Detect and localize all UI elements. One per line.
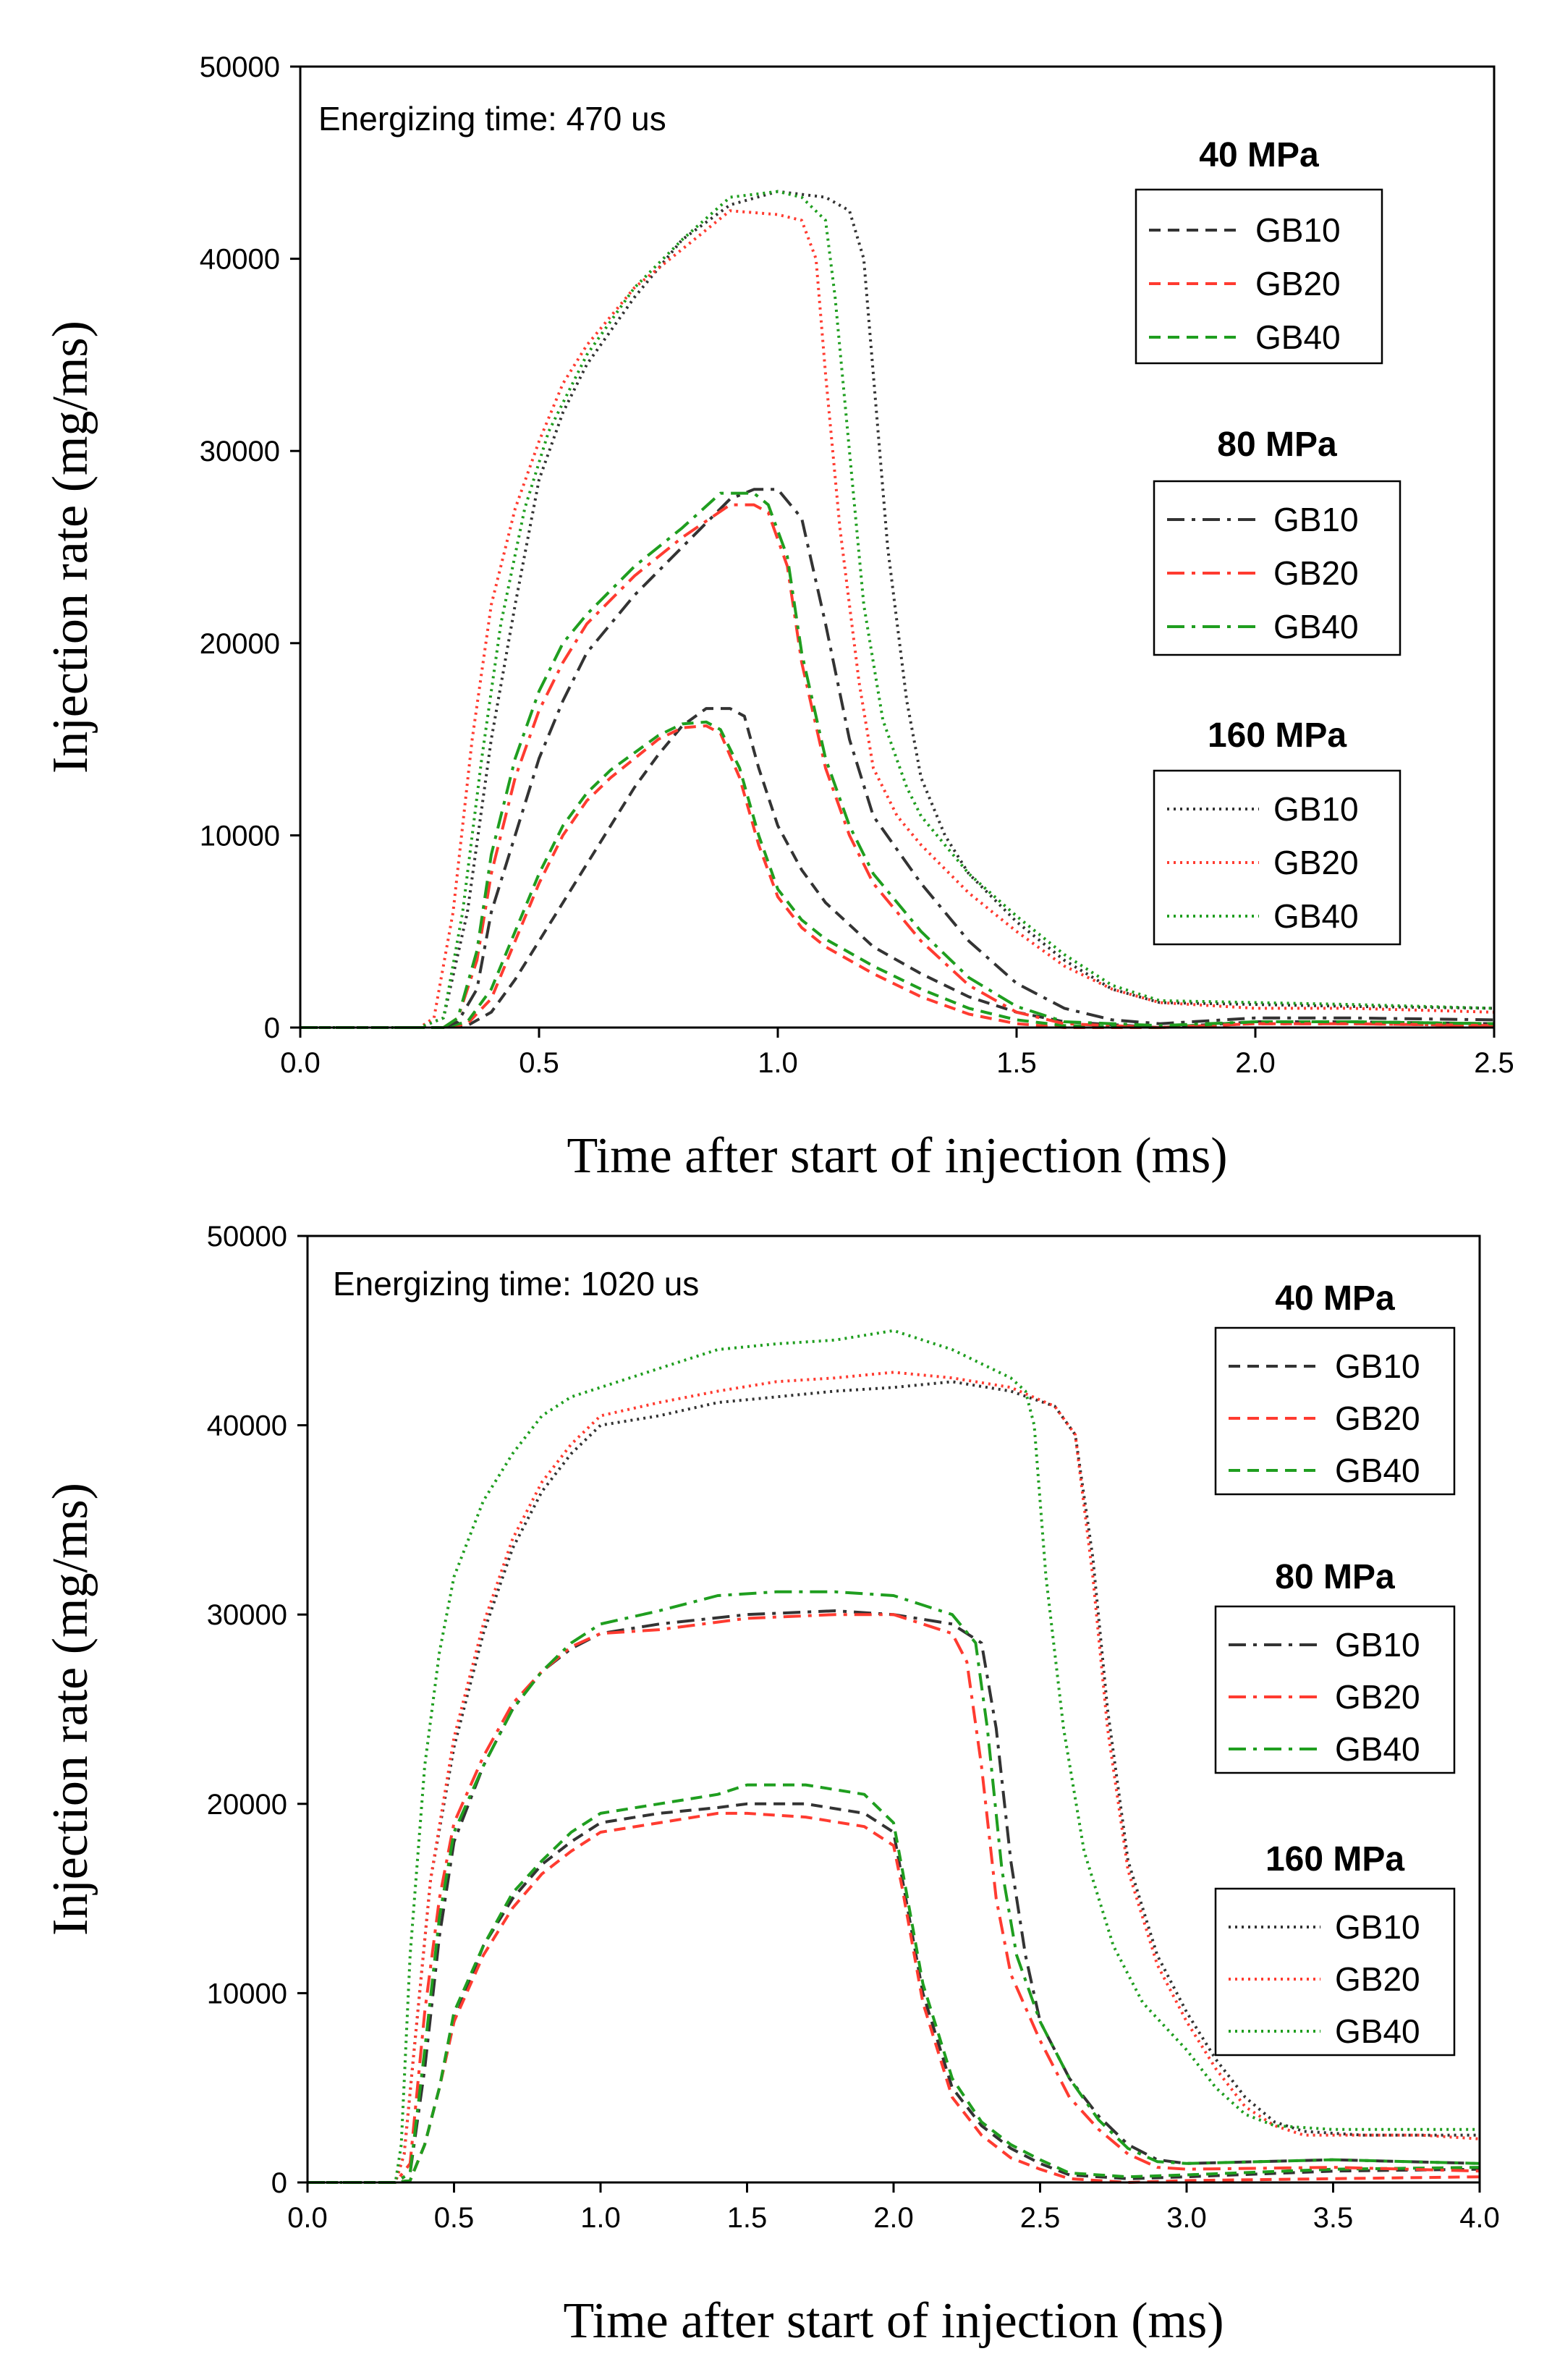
legend-label: GB40: [1335, 1730, 1420, 1768]
x-tick-label: 2.0: [1235, 1047, 1276, 1079]
legend-label: GB20: [1335, 1960, 1420, 1998]
legend-label: GB20: [1335, 1678, 1420, 1716]
y-tick-label: 30000: [207, 1599, 287, 1631]
legend-label: GB20: [1273, 844, 1359, 881]
x-tick-label: 1.5: [996, 1047, 1037, 1079]
x-tick-label: 2.5: [1474, 1047, 1514, 1079]
legend-40-mpa: 40 MPa GB10 GB20 GB40: [1135, 136, 1383, 365]
y-tick-label: 0: [264, 1012, 280, 1044]
legend-label: GB10: [1335, 1626, 1420, 1664]
y-tick-label: 50000: [200, 51, 280, 83]
x-tick-label: 0.5: [434, 2202, 475, 2234]
legend-label: GB20: [1255, 265, 1341, 302]
legend-title: 80 MPa: [1217, 425, 1337, 464]
series-160-mpa-gb10-line: [308, 1380, 1480, 2184]
energizing-time-annotation: Energizing time: 1020 us: [333, 1265, 699, 1303]
x-tick-label: 0.0: [280, 1047, 321, 1079]
y-tick-label: 10000: [207, 1978, 287, 2010]
series-80-mpa-gb10-line: [308, 1609, 1480, 2184]
series-40-mpa-gb20-line: [300, 724, 1495, 1029]
legend-label: GB20: [1273, 554, 1359, 592]
x-tick-label: 2.5: [1020, 2202, 1061, 2234]
series-80-mpa-gb20-line: [300, 503, 1495, 1029]
y-tick-label: 20000: [200, 628, 280, 660]
x-tick-label: 2.0: [873, 2202, 914, 2234]
legend-label: GB40: [1273, 608, 1359, 645]
legend-label: GB10: [1255, 211, 1341, 249]
legend-160-mpa: 160 MPa GB10 GB20 GB40: [1153, 716, 1402, 946]
series-160-mpa-gb20-line: [308, 1371, 1480, 2184]
legend-label: GB20: [1335, 1399, 1420, 1437]
series-80-mpa-gb20-line: [308, 1613, 1480, 2184]
y-tick-label: 20000: [207, 1789, 287, 1821]
y-tick-label: 10000: [200, 820, 280, 852]
x-tick-label: 4.0: [1459, 2202, 1500, 2234]
legend-title: 40 MPa: [1199, 136, 1319, 174]
legend-label: GB10: [1335, 1347, 1420, 1385]
x-tick-label: 1.0: [758, 1047, 798, 1079]
series-80-mpa-gb40-line: [308, 1590, 1480, 2184]
series-40-mpa-gb40-line: [300, 720, 1495, 1029]
plot-frame: [299, 65, 1496, 1029]
x-tick-label: 1.5: [727, 2202, 768, 2234]
legend-box: [1135, 188, 1383, 365]
series-160-mpa-gb40-line: [300, 190, 1495, 1029]
legend-160-mpa: 160 MPa GB10 GB20 GB40: [1214, 1840, 1456, 2057]
y-tick-label: 30000: [200, 436, 280, 467]
legend-80-mpa: 80 MPa GB10 GB20 GB40: [1214, 1558, 1456, 1774]
legend-label: GB40: [1335, 2012, 1420, 2050]
x-tick-label: 3.5: [1313, 2202, 1354, 2234]
legend-label: GB40: [1255, 318, 1341, 356]
y-tick-label: 40000: [200, 244, 280, 276]
x-tick-label: 0.5: [519, 1047, 559, 1079]
x-tick-label: 3.0: [1166, 2202, 1207, 2234]
legend-title: 40 MPa: [1275, 1279, 1395, 1318]
series-80-mpa-gb10-line: [300, 488, 1495, 1029]
series-160-mpa-gb40-line: [308, 1329, 1480, 2184]
legend-box: [1214, 1326, 1456, 1496]
legend-label: GB40: [1273, 897, 1359, 935]
legend-title: 80 MPa: [1275, 1558, 1395, 1596]
x-axis-title: Time after start of injection (ms): [567, 1128, 1227, 1184]
y-tick-label: 40000: [207, 1410, 287, 1442]
y-axis-title: Injection rate (mg/ms): [43, 321, 98, 774]
chart-top: 0.0 0.5 1.0 1.5 2.0 2.5 0 10000 20000 30000 40000 5…: [43, 51, 1514, 1184]
legend-label: GB10: [1273, 501, 1359, 538]
legend-title: 160 MPa: [1208, 716, 1347, 755]
chart-bottom: 0.0 0.5 1.0 1.5 2.0 2.5 3.0 3.5 4.0 0 10000 20000 30…: [43, 1221, 1500, 2349]
legend-title: 160 MPa: [1265, 1840, 1404, 1879]
y-axis-title: Injection rate (mg/ms): [43, 1483, 98, 1936]
x-tick-label: 0.0: [287, 2202, 328, 2234]
y-tick-label: 0: [271, 2167, 287, 2199]
legend-box: [1214, 1887, 1456, 2057]
legend-80-mpa: 80 MPa GB10 GB20 GB40: [1153, 425, 1402, 656]
legend-box: [1214, 1605, 1456, 1774]
energizing-time-annotation: Energizing time: 470 us: [318, 100, 666, 137]
legend-label: GB10: [1273, 790, 1359, 828]
x-axis-title: Time after start of injection (ms): [563, 2293, 1224, 2349]
legend-label: GB10: [1335, 1908, 1420, 1946]
series-40-mpa-gb10-line: [300, 707, 1495, 1029]
legend-label: GB40: [1335, 1452, 1420, 1489]
legend-40-mpa: 40 MPa GB10 GB20 GB40: [1214, 1279, 1456, 1496]
y-tick-label: 50000: [207, 1221, 287, 1253]
x-tick-label: 1.0: [580, 2202, 621, 2234]
series-80-mpa-gb40-line: [300, 491, 1495, 1029]
